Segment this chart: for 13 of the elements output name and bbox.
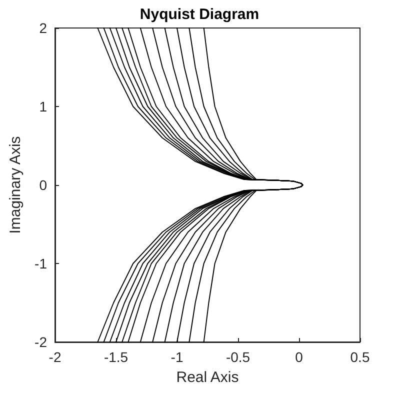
x-tick-label: -0.5 <box>226 349 250 365</box>
chart-title: Nyquist Diagram <box>140 6 260 23</box>
x-tick-label: -1 <box>170 349 184 365</box>
y-tick-label: 0 <box>39 177 48 193</box>
y-axis-title: Imaginary Axis <box>7 136 24 234</box>
x-axis-title: Real Axis <box>176 369 239 386</box>
x-tick-label: 0.5 <box>350 349 370 365</box>
y-tick-label: 2 <box>39 20 48 36</box>
y-tick-label: -1 <box>34 256 48 272</box>
y-tick-label: 1 <box>39 98 48 114</box>
x-tick-label: 0 <box>295 349 304 365</box>
y-tick-label: -2 <box>34 334 48 350</box>
x-tick-label: -1.5 <box>104 349 128 365</box>
